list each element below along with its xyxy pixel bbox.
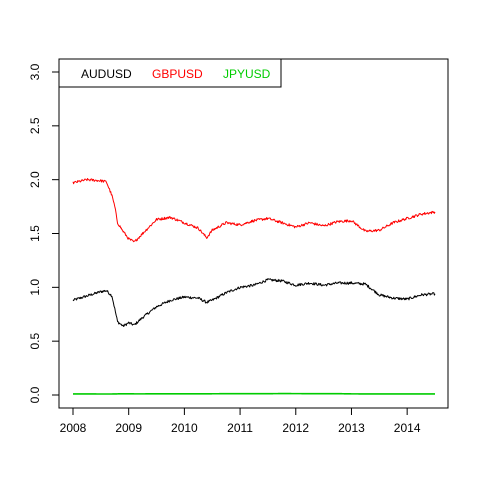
- series-line-audusd: [72, 278, 436, 328]
- legend-label-audusd: AUDUSD: [81, 67, 132, 81]
- x-tick-label: 2014: [394, 421, 421, 435]
- y-tick-label: 0.5: [28, 333, 42, 350]
- x-tick-label: 2012: [282, 421, 309, 435]
- series-layer: [72, 177, 436, 395]
- legend-label-gbpusd: GBPUSD: [152, 67, 203, 81]
- legend-box: [58, 58, 282, 88]
- y-tick-label: 1.5: [28, 225, 42, 242]
- x-tick-label: 2013: [338, 421, 365, 435]
- x-tick-label: 2008: [60, 421, 87, 435]
- y-tick-label: 3.0: [28, 63, 42, 80]
- y-tick-label: 1.0: [28, 279, 42, 296]
- y-tick-label: 0.0: [28, 386, 42, 403]
- x-tick-label: 2011: [227, 421, 253, 435]
- legend: AUDUSD GBPUSD JPYUSD: [58, 58, 282, 88]
- x-axis: 2008 2009 2010 2011 2012 2013 2014: [60, 407, 421, 435]
- y-axis: 0.0 0.5 1.0 1.5 2.0 2.5 3.0: [28, 63, 60, 403]
- y-tick-label: 2.0: [28, 171, 42, 188]
- x-tick-label: 2010: [171, 421, 198, 435]
- series-line-gbpusd: [72, 177, 436, 243]
- legend-label-jpyusd: JPYUSD: [223, 67, 271, 81]
- x-tick-label: 2009: [115, 421, 142, 435]
- y-tick-label: 2.5: [28, 117, 42, 134]
- plot-frame: [58, 58, 449, 409]
